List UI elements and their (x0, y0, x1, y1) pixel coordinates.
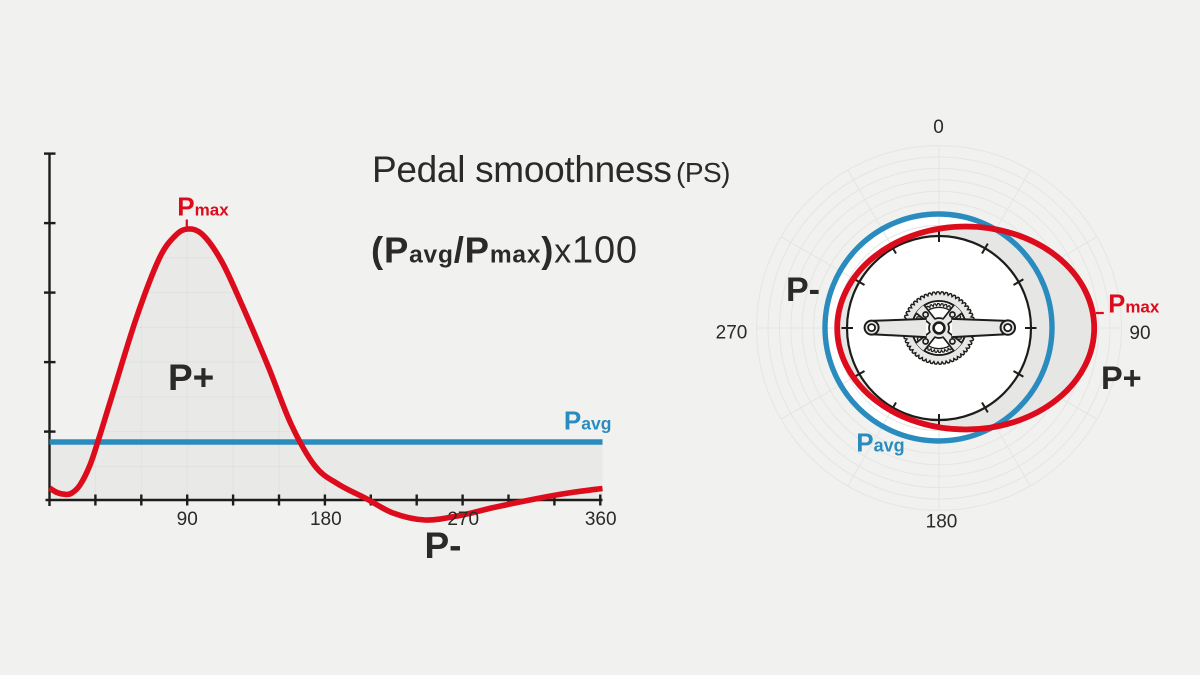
svg-text:(PS): (PS) (676, 157, 730, 188)
svg-text:180: 180 (310, 509, 342, 530)
svg-text:270: 270 (716, 323, 748, 344)
svg-text:180: 180 (926, 512, 958, 533)
svg-text:90: 90 (1129, 323, 1150, 344)
svg-text:360: 360 (585, 509, 617, 530)
svg-text:Pedal smoothness: Pedal smoothness (372, 149, 672, 190)
svg-text:P+: P+ (168, 357, 214, 398)
svg-text:270: 270 (447, 509, 479, 530)
svg-text:90: 90 (177, 509, 198, 530)
svg-text:(Pavg/Pmax)x100: (Pavg/Pmax)x100 (371, 229, 638, 271)
svg-text:P+: P+ (1101, 360, 1142, 396)
svg-text:0: 0 (933, 117, 944, 138)
svg-text:P-: P- (786, 271, 820, 309)
svg-text:P-: P- (425, 525, 462, 566)
